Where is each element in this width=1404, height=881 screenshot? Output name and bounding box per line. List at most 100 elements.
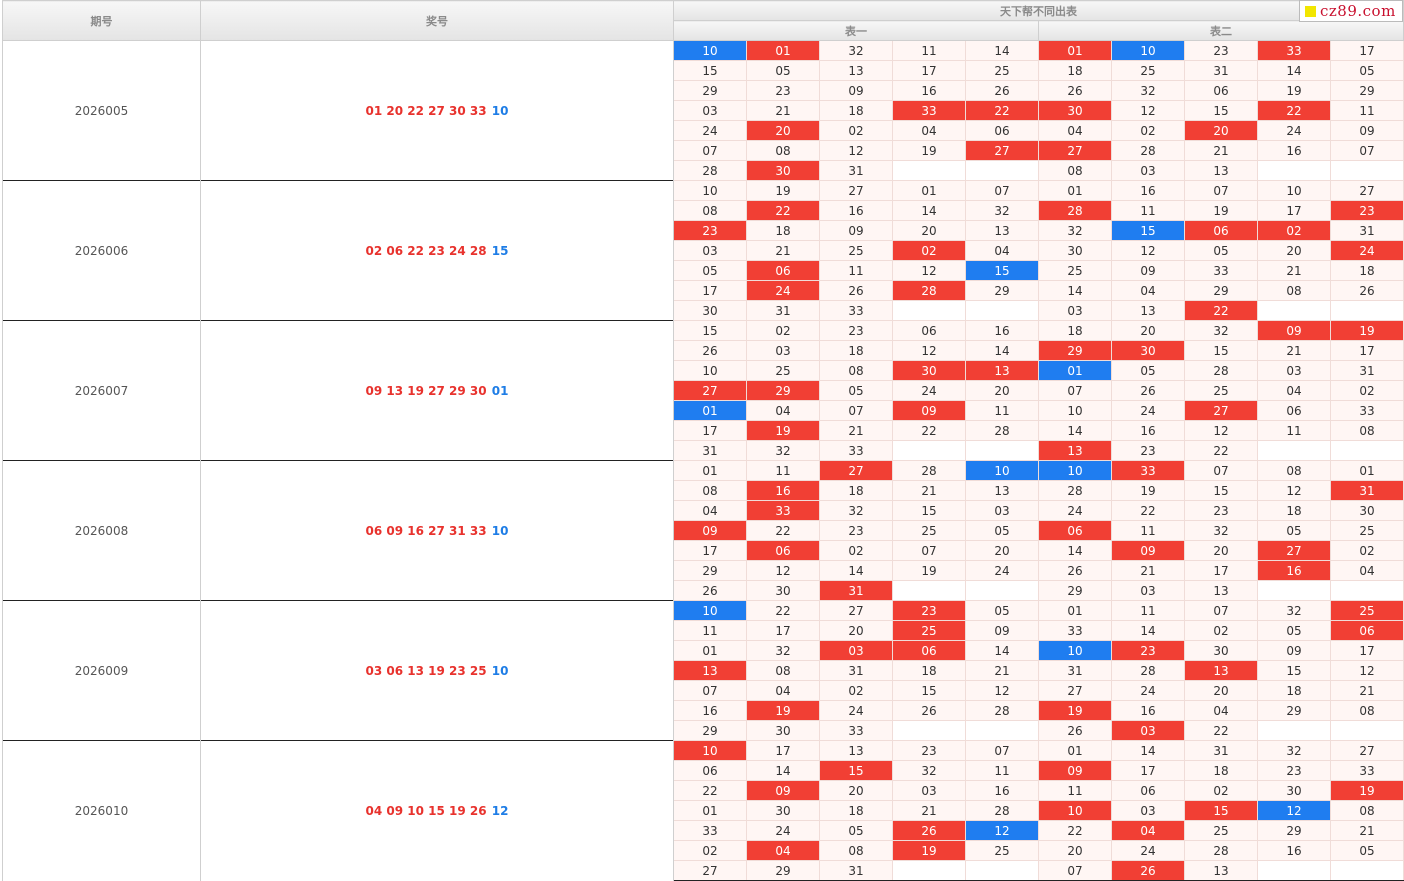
table1-cell: 06 [746,540,820,561]
table2-cell: 33 [1038,620,1112,641]
table1-cell: 31 [673,440,747,461]
table1-cell: 09 [673,520,747,541]
winning-numbers: 02 06 22 23 24 28 15 [200,180,674,321]
table2-cell: 09 [1038,760,1112,781]
table2-cell: 23 [1329,200,1404,221]
table2-cell: 02 [1111,120,1185,141]
table1-cell: 19 [892,140,966,161]
table2-cell: 14 [1111,620,1185,641]
table1-cell: 03 [746,340,820,361]
table1-cell: 30 [746,580,820,601]
table2-cell: 32 [1184,520,1258,541]
table2-cell: 33 [1329,760,1404,781]
table2-cell [1257,440,1331,461]
table1-cell: 21 [892,480,966,501]
table1-cell: 02 [819,540,893,561]
table2-cell: 16 [1111,180,1185,201]
table2-cell: 14 [1111,740,1185,761]
table1-cell: 11 [746,460,820,481]
table1-cell: 16 [892,80,966,101]
table1-cell: 25 [965,60,1039,81]
table1-cell: 17 [746,620,820,641]
table1-cell: 14 [965,340,1039,361]
table2-cell: 12 [1184,420,1258,441]
table1-cell: 18 [892,660,966,681]
table2-cell: 20 [1038,840,1112,861]
table1-cell: 26 [673,340,747,361]
table1-cell: 24 [746,820,820,841]
table1-cell: 04 [746,400,820,421]
table1-cell: 16 [746,480,820,501]
table2-cell: 06 [1184,80,1258,101]
table2-cell [1257,860,1331,881]
table1-cell: 17 [673,540,747,561]
table1-cell: 12 [746,560,820,581]
table1-cell: 01 [673,800,747,821]
table2-cell: 14 [1257,60,1331,81]
table1-cell: 24 [673,120,747,141]
table2-cell: 16 [1111,420,1185,441]
table2-cell: 09 [1329,120,1404,141]
table1-cell: 02 [892,240,966,261]
table1-cell: 25 [965,840,1039,861]
table2-cell: 17 [1184,560,1258,581]
table1-cell: 27 [819,600,893,621]
table1-cell: 03 [673,100,747,121]
table2-cell: 02 [1184,620,1258,641]
table2-cell: 22 [1111,500,1185,521]
table2-cell: 29 [1329,80,1404,101]
table2-cell: 22 [1038,820,1112,841]
table1-cell: 28 [892,460,966,481]
table1-cell: 23 [673,220,747,241]
table1-cell: 25 [819,240,893,261]
red-balls: 03 06 13 19 23 25 [365,663,487,678]
table1-cell: 26 [965,80,1039,101]
table1-cell: 31 [746,300,820,321]
table2-cell: 13 [1184,660,1258,681]
table2-cell: 21 [1257,260,1331,281]
table2-cell: 03 [1111,160,1185,181]
table2-cell: 15 [1184,480,1258,501]
table2-cell [1329,160,1404,181]
winning-numbers: 01 20 22 27 30 33 10 [200,40,674,181]
table2-cell: 23 [1184,500,1258,521]
table2-cell: 31 [1329,480,1404,501]
table1-cell: 32 [892,760,966,781]
table1-cell: 33 [746,500,820,521]
table1-cell: 33 [819,300,893,321]
table2-cell: 31 [1329,360,1404,381]
period-row: 2026006 02 06 22 23 24 28 15 10 19 27 01 07 01 1… [2,180,1404,321]
table2-cell: 20 [1111,320,1185,341]
table2-cell: 31 [1329,220,1404,241]
table1-cell: 19 [892,560,966,581]
table1-cell: 07 [892,540,966,561]
table2-cell: 14 [1038,280,1112,301]
issue-number: 2026009 [2,600,201,741]
table2-cell: 09 [1111,260,1185,281]
table2-cell: 15 [1111,220,1185,241]
period-row: 11 17 20 25 09 33 14 02 05 06 [3,620,1404,641]
period-row: 07 04 02 15 12 27 24 20 18 21 [3,680,1404,701]
table2-cell: 20 [1257,240,1331,261]
table1-cell: 04 [892,120,966,141]
table1-cell: 22 [746,600,820,621]
table1-cell: 08 [746,660,820,681]
table1-cell: 03 [892,780,966,801]
table1-cell [965,720,1039,741]
table1-cell: 08 [673,200,747,221]
table1-cell: 08 [819,360,893,381]
table1-cell: 13 [965,480,1039,501]
table1-cell: 07 [673,680,747,701]
period-row: 29 30 33 26 03 22 [3,720,1404,741]
table2-cell: 20 [1184,540,1258,561]
table2-cell: 31 [1184,60,1258,81]
table2-cell: 23 [1111,640,1185,661]
table2-cell: 03 [1111,800,1185,821]
table1-cell: 25 [892,520,966,541]
table1-cell: 27 [965,140,1039,161]
table2-cell: 15 [1184,800,1258,821]
table1-cell: 15 [892,680,966,701]
table2-cell: 08 [1329,420,1404,441]
table1-cell: 28 [965,420,1039,441]
table2-cell: 16 [1111,700,1185,721]
